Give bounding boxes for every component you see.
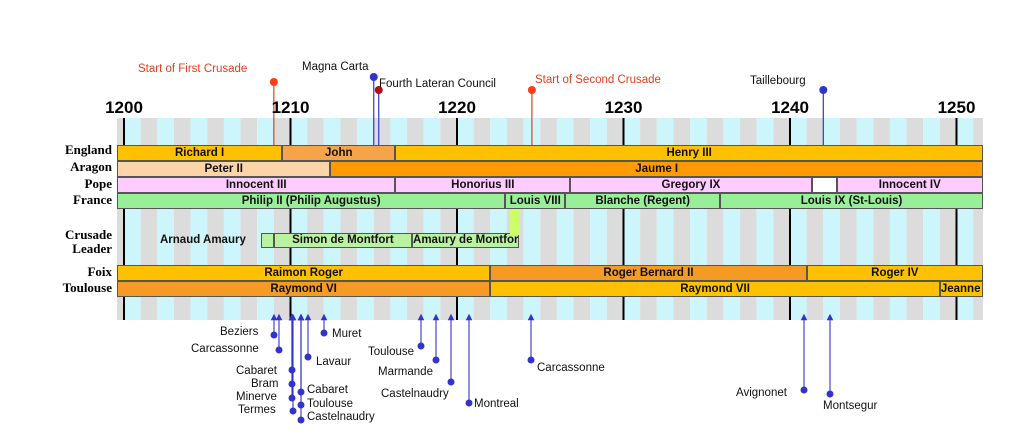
siege-event-label: Muret: [332, 328, 362, 340]
siege-event-label: Avignonet: [736, 387, 787, 399]
siege-event-label: Termes: [238, 404, 276, 416]
siege-event-label: Bram: [251, 378, 279, 390]
row-label-toulouse: Toulouse: [62, 280, 112, 295]
siege-event-label: Beziers: [220, 326, 259, 338]
siege-event-dot: [304, 353, 312, 361]
reign-bar: Simon de Montfort: [273, 233, 413, 248]
siege-event-dot: [800, 386, 808, 394]
reign-bar: Gregory IX: [570, 177, 812, 193]
siege-event-dot: [288, 394, 296, 402]
reign-bar: Roger IV: [806, 265, 983, 281]
reign-bar: Philip II (Philip Augustus): [117, 193, 506, 209]
reign-bar: Louis VIII: [505, 193, 566, 209]
siege-event-label: Toulouse: [368, 346, 415, 358]
reign-bar: Amaury de Montfort: [412, 233, 519, 248]
siege-event-label: Cabaret: [307, 384, 348, 396]
top-event-dot: [369, 73, 378, 81]
year-tick-label: 1210: [271, 98, 310, 117]
siege-event-dot: [320, 329, 328, 337]
siege-event-dot: [826, 390, 834, 398]
siege-event-dot: [447, 378, 455, 386]
reign-bar: John: [282, 145, 396, 161]
reign-bar: Raymond VI: [117, 281, 491, 297]
year-tick-label: 1250: [937, 98, 976, 117]
green-marker: [510, 209, 521, 235]
reign-bar: Richard I: [117, 145, 283, 161]
siege-event-dot: [417, 342, 425, 350]
reign-bar: Henry III: [395, 145, 983, 161]
reign-bar: Peter II: [117, 161, 331, 177]
row-label-foix: Foix: [87, 264, 112, 279]
year-tick-label: 1200: [105, 98, 143, 117]
year-tick-label: 1240: [771, 98, 809, 117]
siege-event-label: Montsegur: [823, 400, 878, 412]
crusade-leader-arnaud-label: Arnaud Amaury: [160, 234, 246, 246]
reign-bar: Roger Bernard II: [490, 265, 807, 281]
reign-bar: Raymond VII: [490, 281, 940, 297]
top-event-label: Magna Carta: [302, 61, 369, 73]
siege-event-label: Carcassonne: [537, 362, 605, 374]
top-event-label: Taillebourg: [750, 75, 806, 87]
year-tick-label: 1230: [604, 98, 643, 117]
siege-event-label: Montreal: [474, 398, 519, 410]
reign-bar: Louis IX (St-Louis): [720, 193, 983, 209]
top-event-dot: [527, 86, 536, 94]
siege-event-dot: [270, 331, 278, 339]
year-stripe: [117, 118, 124, 320]
year-tick-label: 1220: [438, 98, 476, 117]
reign-bar: Jeanne m. Al: [939, 281, 983, 297]
row-label-france: France: [73, 192, 112, 207]
siege-event-label: Minerve: [236, 391, 277, 403]
siege-event-label: Cabaret: [236, 365, 277, 377]
siege-event-label: Castelnaudry: [381, 388, 449, 400]
siege-event-label: Castelnaudry: [307, 411, 375, 423]
top-event-dot: [819, 86, 828, 94]
top-event-label: Start of Second Crusade: [535, 74, 661, 86]
siege-event-dot: [465, 399, 473, 407]
siege-event-dot: [527, 356, 535, 364]
siege-event-label: Carcassonne: [191, 343, 259, 355]
reign-bar: Innocent IV: [836, 177, 983, 193]
reign-bar: Jaume I: [330, 161, 983, 177]
reign-bar: Raimon Roger: [117, 265, 491, 281]
siege-event-dot: [432, 356, 440, 364]
top-event-dot: [269, 78, 278, 86]
siege-event-label: Marmande: [378, 366, 433, 378]
top-event-label: Fourth Lateran Council: [379, 78, 496, 90]
arnaud-amaury-bar: [260, 233, 274, 248]
row-label-england: England: [65, 142, 112, 157]
reign-bar: [811, 177, 837, 193]
row-label-aragon: Aragon: [70, 159, 112, 174]
row-label-crusade: Crusade Leader: [65, 227, 112, 256]
reign-bar: Innocent III: [117, 177, 396, 193]
reign-bar: Blanche (Regent): [565, 193, 721, 209]
siege-event-dot: [289, 407, 297, 415]
siege-event-dot: [297, 416, 305, 424]
siege-event-dot: [275, 346, 283, 354]
reign-bar: Honorius III: [395, 177, 571, 193]
year-stripe: [973, 118, 983, 320]
row-label-pope: Pope: [84, 176, 112, 191]
top-event-dot: [374, 86, 383, 94]
siege-event-label: Lavaur: [316, 356, 352, 368]
siege-event-label: Toulouse: [307, 398, 354, 410]
top-event-label: Start of First Crusade: [138, 63, 248, 75]
